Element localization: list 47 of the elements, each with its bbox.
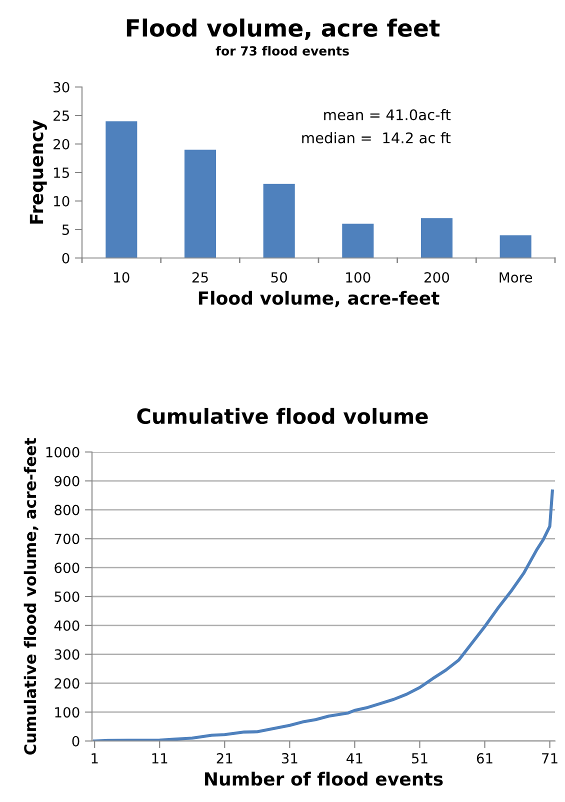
x-tick-label: 21 (216, 753, 232, 764)
x-tick-label: 10 (114, 272, 130, 283)
x-tick-label: 25 (192, 272, 208, 283)
y-tick-label: 500 (54, 591, 80, 602)
x-tick-label: 41 (346, 753, 362, 764)
y-tick-label: 20 (54, 138, 70, 150)
y-tick-label: 700 (54, 534, 80, 544)
x-axis-title: Flood volume, acre-feet (198, 290, 440, 308)
bar (184, 150, 216, 258)
bar (420, 218, 453, 258)
x-tick-label: 200 (424, 272, 450, 283)
y-tick-label: 800 (54, 504, 80, 516)
y-tick-label: 400 (54, 620, 80, 631)
x-tick-label: 100 (346, 272, 370, 283)
x-tick-label: 11 (152, 753, 168, 764)
y-tick-label: 600 (54, 562, 80, 574)
y-tick-label: 300 (54, 649, 80, 660)
x-axis-title: Number of flood events (205, 772, 443, 786)
chart-title: Flood volume, acre feet (126, 18, 440, 40)
bar (500, 235, 532, 258)
y-axis-title: Cumulative flood volume, acre-feet (24, 438, 38, 755)
bar (342, 224, 374, 258)
y-tick-label: 100 (55, 707, 80, 718)
x-tick-label: More (500, 272, 532, 283)
x-tick-label: 51 (412, 753, 428, 764)
x-tick-label: 1 (92, 753, 98, 764)
y-tick-label: 0 (72, 736, 80, 746)
x-tick-label: 50 (271, 272, 287, 283)
annotation: mean = 41.0ac-ft (324, 109, 451, 120)
chart-title: Cumulative flood volume (137, 408, 428, 424)
y-tick-label: 0 (62, 252, 70, 264)
y-tick-label: 1000 (46, 446, 80, 458)
x-tick-label: 71 (542, 753, 558, 764)
chart-subtitle: for 73 flood events (216, 46, 349, 56)
y-tick-label: 15 (54, 168, 69, 178)
annotation: median = 14.2 ac ft (302, 132, 451, 144)
bar (263, 184, 295, 258)
y-tick-label: 25 (54, 110, 69, 121)
bar (106, 121, 138, 258)
y-axis-title: Frequency (30, 120, 47, 224)
x-tick-label: 31 (282, 753, 298, 764)
y-tick-label: 200 (54, 678, 80, 689)
y-tick-label: 5 (62, 224, 69, 235)
y-tick-label: 10 (54, 196, 70, 206)
x-tick-label: 61 (476, 753, 492, 764)
y-tick-label: 30 (54, 82, 70, 92)
y-tick-label: 900 (54, 476, 80, 486)
